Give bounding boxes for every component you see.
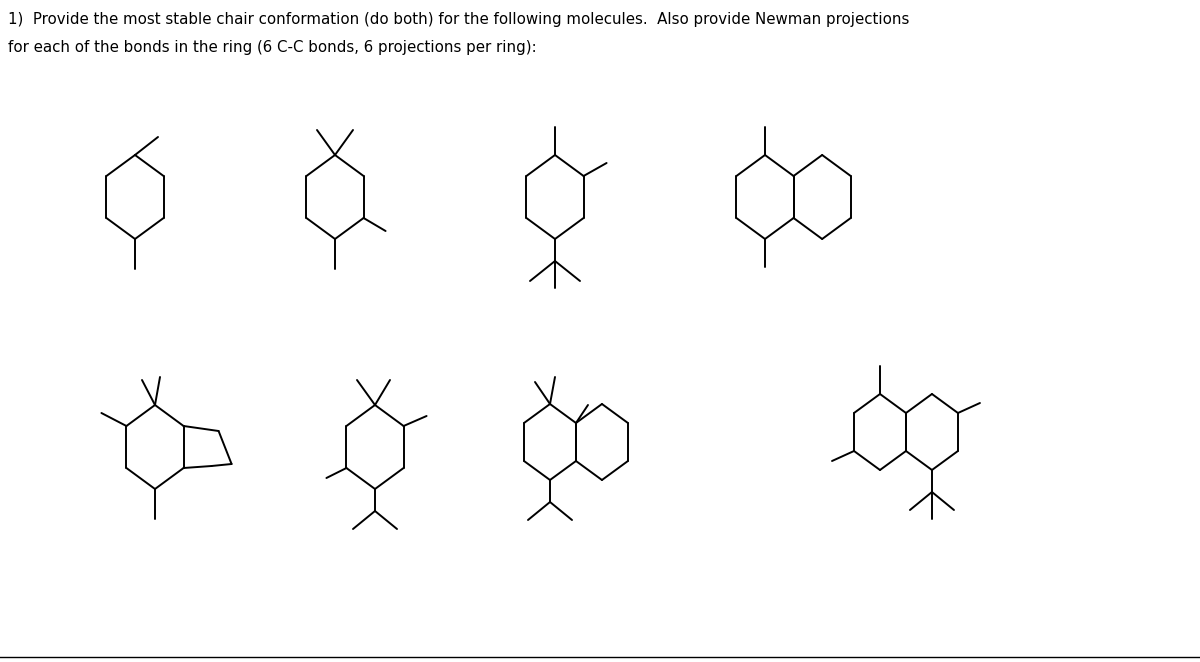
Text: 1)  Provide the most stable chair conformation (do both) for the following molec: 1) Provide the most stable chair conform…: [8, 12, 910, 27]
Text: for each of the bonds in the ring (6 C-C bonds, 6 projections per ring):: for each of the bonds in the ring (6 C-C…: [8, 40, 536, 55]
